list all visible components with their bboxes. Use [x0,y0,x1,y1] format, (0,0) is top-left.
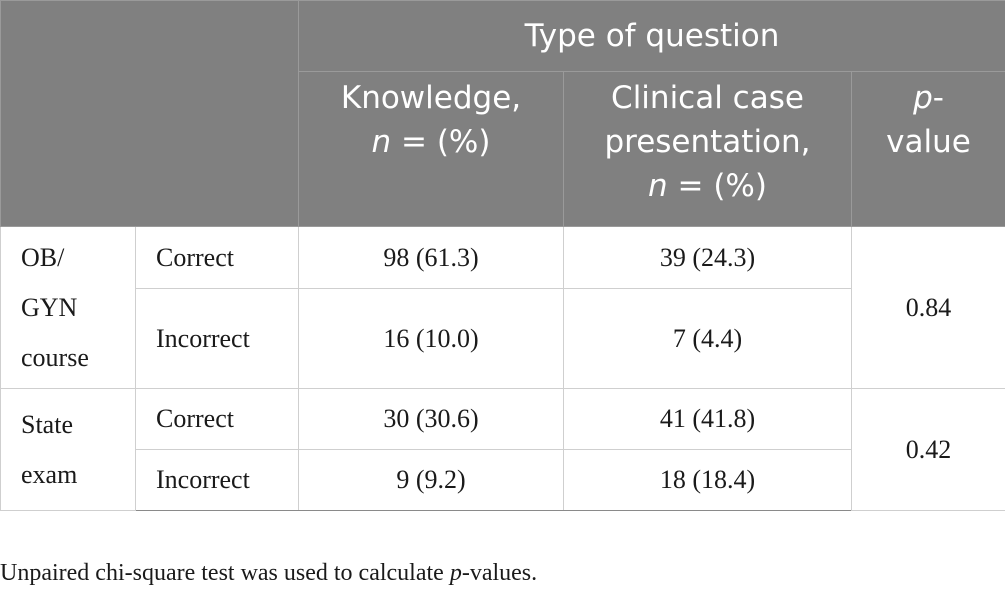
footnote-tail: -values. [461,560,538,586]
clinical-header-pct: = (%) [667,168,767,204]
group-label-line: GYN [21,292,78,322]
type-of-question-header: Type of question [297,0,1005,72]
p-value-cell: 0.84 [850,226,1005,389]
knowledge-header-line1: Knowledge, [340,80,522,116]
footnote-text: Unpaired chi-square test was used to cal… [0,560,450,586]
knowledge-column-header: Knowledge, n = (%) [298,71,564,227]
p-value-column-header: p- value [850,71,1005,227]
group-label-state-exam: State exam [0,388,136,511]
p-value-header-p: p [913,80,933,116]
group-label-obgyn: OB/ GYN course [0,226,136,389]
table-row: Incorrect 9 (9.2) 18 (18.4) [1,449,1005,511]
p-value-header-dash: - [932,80,944,116]
clinical-header-line1: Clinical case [611,80,804,116]
row-label: Incorrect [135,449,299,511]
group-label-line: exam [21,459,78,489]
table-row: OB/ GYN course Correct 98 (61.3) 39 (24.… [0,226,1005,389]
knowledge-cell: 98 (61.3) [298,226,564,289]
clinical-cell: 18 (18.4) [563,449,852,511]
p-value-cell: 0.42 [850,388,1005,511]
row-label: Correct [135,226,299,289]
table-row: Incorrect 16 (10.0) 7 (4.4) [1,288,1005,389]
group-label-line: State [21,409,73,439]
footnote-p: p [449,560,462,586]
row-label: Correct [135,388,299,450]
clinical-header-line2: presentation, [604,124,811,160]
table-row: State exam Correct 30 (30.6) 41 (41.8) 0… [0,388,1005,511]
knowledge-cell: 30 (30.6) [298,388,564,450]
clinical-cell: 7 (4.4) [563,288,852,389]
table-footnote: Unpaired chi-square test was used to cal… [0,560,537,587]
clinical-case-column-header: Clinical case presentation, n = (%) [563,71,852,227]
clinical-cell: 41 (41.8) [563,388,852,450]
p-value-header-line2: value [886,124,971,160]
header-stub-lower [0,71,299,227]
results-table: Type of question Knowledge, n = (%) Clin… [0,0,1005,511]
group-label-line: OB/ [21,242,65,272]
clinical-header-n: n [648,168,668,204]
knowledge-cell: 9 (9.2) [298,449,564,511]
row-label: Incorrect [135,288,299,389]
clinical-cell: 39 (24.3) [563,226,852,289]
knowledge-cell: 16 (10.0) [298,288,564,389]
header-stub [0,0,299,72]
knowledge-header-pct: = (%) [391,124,491,160]
group-label-line: course [21,342,89,372]
knowledge-header-n: n [371,124,392,160]
